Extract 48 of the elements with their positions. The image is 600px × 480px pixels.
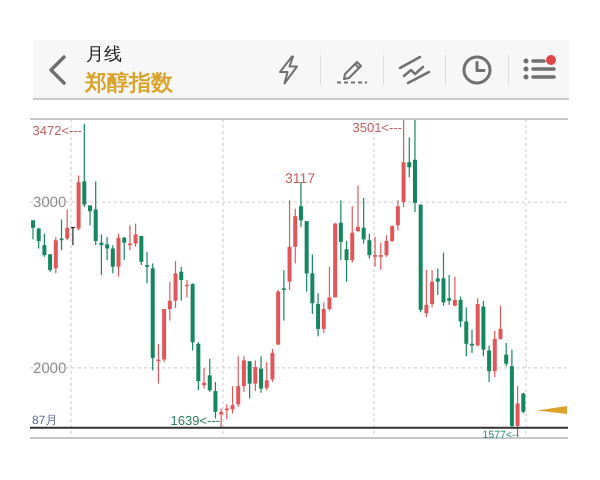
- candlestick: [327, 266, 332, 312]
- annotation: 3501<---: [352, 120, 402, 135]
- candlestick: [110, 244, 115, 274]
- candlestick: [464, 306, 468, 357]
- candlestick: [498, 305, 502, 340]
- candlestick: [82, 123, 86, 208]
- candlestick: [179, 266, 184, 302]
- candlestick: [168, 281, 172, 322]
- candlestick: [452, 276, 457, 308]
- y-tick-label: 3000: [33, 194, 66, 211]
- candlestick: [322, 302, 326, 334]
- candlestick: [367, 232, 372, 260]
- chart-title: 月线: [86, 43, 122, 65]
- candlestick: [373, 236, 378, 268]
- candlestick: [356, 184, 360, 233]
- candlestick: [253, 360, 258, 392]
- candlestick: [36, 227, 41, 250]
- candlestick: [236, 356, 240, 408]
- annotation: 1639<---: [170, 413, 220, 428]
- candlestick: [378, 242, 383, 271]
- candlestick: [384, 234, 388, 258]
- candlestick: [338, 200, 343, 261]
- candlestick: [458, 296, 463, 328]
- candlestick: [521, 392, 526, 414]
- candlestick: [202, 367, 206, 390]
- candlestick: [219, 408, 224, 428]
- candlestick: [31, 220, 35, 240]
- candlestick: [430, 269, 434, 308]
- candlestick: [122, 236, 126, 261]
- annotation: 87月: [32, 413, 58, 427]
- annotation: 3117: [285, 170, 316, 186]
- candlestick: [396, 200, 400, 231]
- y-tick-label: 2000: [33, 359, 66, 376]
- candlestick: [390, 224, 394, 242]
- candlestick: [504, 342, 508, 367]
- chart-subtitle: 郑醇指数: [85, 69, 173, 96]
- candlestick: [259, 356, 264, 394]
- candlestick: [208, 358, 212, 393]
- candlestick: [298, 182, 303, 228]
- candlestick: [264, 361, 269, 391]
- candlestick: [65, 208, 70, 241]
- candlestick: [487, 344, 492, 383]
- candlestick: [248, 360, 252, 400]
- candlestick: [362, 197, 366, 244]
- candlestick: [424, 269, 428, 318]
- annotation: 3472<---: [32, 123, 82, 138]
- candlestick: [344, 240, 349, 282]
- candlestick: [134, 223, 138, 248]
